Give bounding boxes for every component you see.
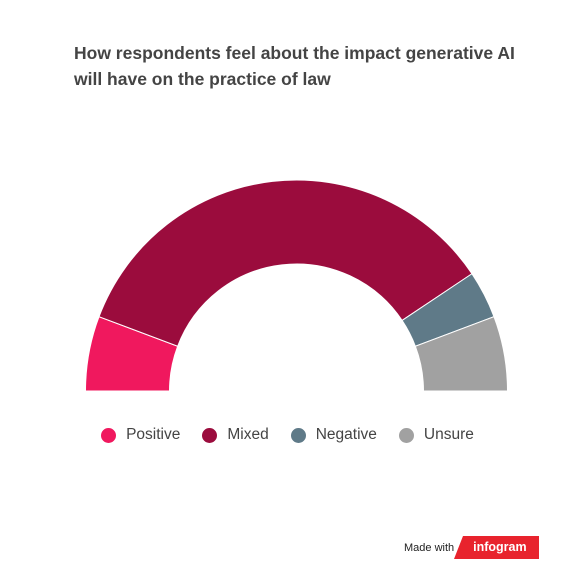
legend-swatch-unsure [398,427,414,443]
legend-label-positive: Positive [126,426,181,443]
legend-label-mixed: Mixed [227,426,269,443]
legend-item-negative[interactable]: Negative [290,426,377,444]
legend-item-mixed[interactable]: Mixed [202,426,269,444]
chart-legend: Positive Mixed Negative Unsure [0,426,575,444]
chart-title-line-2: will have on the practice of law [74,69,331,89]
legend-item-unsure[interactable]: Unsure [398,426,474,444]
chart-title: How respondents feel about the impact ge… [74,40,544,92]
legend-swatch-mixed [202,427,218,443]
slice-mixed[interactable] [98,179,473,347]
legend-swatch-negative [290,427,306,443]
chart-title-line-1: How respondents feel about the impact ge… [74,43,515,63]
legend-swatch-positive [101,427,117,443]
slice-unsure[interactable] [414,316,509,392]
legend-item-positive[interactable]: Positive [101,426,180,444]
made-with-label: Made with [404,541,455,554]
legend-label-negative: Negative [315,426,377,443]
legend-label-unsure: Unsure [423,426,474,443]
infogram-logo: infogram [454,536,539,559]
made-with-infogram-link[interactable]: Made with infogram [404,536,539,559]
